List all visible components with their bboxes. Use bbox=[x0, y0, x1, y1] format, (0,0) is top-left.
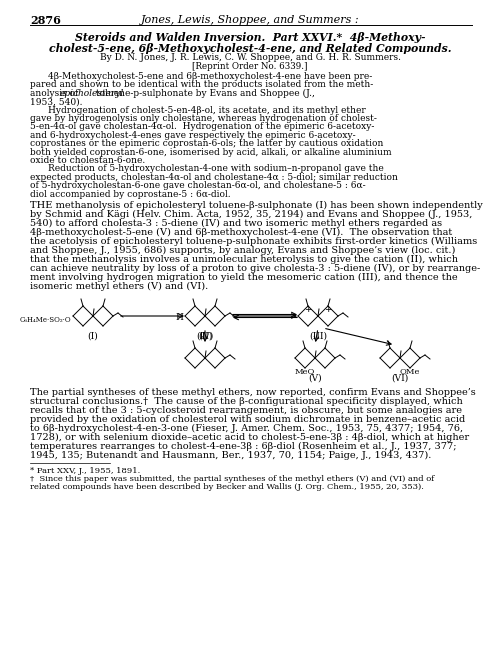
Text: toluene-p-sulphonate by Evans and Shoppee (J.,: toluene-p-sulphonate by Evans and Shoppe… bbox=[94, 89, 315, 98]
Text: THE methanolysis of epicholesteryl toluene-β-sulphonate (I) has been shown indep: THE methanolysis of epicholesteryl tolue… bbox=[30, 201, 483, 210]
Text: 540) to afford cholesta-3 : 5-diene (IV) and two isomeric methyl ethers regarded: 540) to afford cholesta-3 : 5-diene (IV)… bbox=[30, 219, 442, 228]
Text: (VI): (VI) bbox=[392, 374, 408, 383]
Text: Steroids and Walden Inversion.  Part XXVI.*  4β-Methoxy-: Steroids and Walden Inversion. Part XXVI… bbox=[75, 32, 425, 43]
Text: ment involving hydrogen migration to yield the mesomeric cation (III), and thenc: ment involving hydrogen migration to yie… bbox=[30, 273, 458, 282]
Text: expected products, cholestan-4α-ol and cholestane-4α : 5-diol; similar reduction: expected products, cholestan-4α-ol and c… bbox=[30, 173, 398, 182]
Text: related compounds have been described by Becker and Wallis (J. Org. Chem., 1955,: related compounds have been described by… bbox=[30, 483, 424, 491]
Text: oxide to cholestan-6-one.: oxide to cholestan-6-one. bbox=[30, 156, 145, 165]
Text: 1953, 540).: 1953, 540). bbox=[30, 97, 82, 106]
Text: and 6-hydroxycholest-4-enes gave respectively the epimeric 6-acetoxy-: and 6-hydroxycholest-4-enes gave respect… bbox=[30, 131, 356, 140]
Text: (I): (I) bbox=[88, 332, 99, 341]
Text: recalls that of the 3 : 5-cyclosteroid rearrangement, is obscure, but some analo: recalls that of the 3 : 5-cyclosteroid r… bbox=[30, 406, 462, 415]
Text: MeO: MeO bbox=[295, 368, 315, 376]
Text: 1728), or with selenium dioxide–acetic acid to cholest-5-ene-3β : 4β-diol, which: 1728), or with selenium dioxide–acetic a… bbox=[30, 433, 469, 442]
Text: 5-en-4α-ol gave cholestan-4α-ol.  Hydrogenation of the epimeric 6-acetoxy-: 5-en-4α-ol gave cholestan-4α-ol. Hydroge… bbox=[30, 122, 374, 132]
Text: and Shoppee, J., 1955, 686) supports, by analogy, Evans and Shoppee’s view (loc.: and Shoppee, J., 1955, 686) supports, by… bbox=[30, 246, 456, 255]
Text: can achieve neutrality by loss of a proton to give cholesta-3 : 5-diene (IV), or: can achieve neutrality by loss of a prot… bbox=[30, 264, 480, 273]
Text: gave by hydrogenolysis only cholestane, whereas hydrogenation of cholest-: gave by hydrogenolysis only cholestane, … bbox=[30, 114, 377, 123]
Text: †  Since this paper was submitted, the partial syntheses of the methyl ethers (V: † Since this paper was submitted, the pa… bbox=[30, 475, 434, 483]
Text: Jones, Lewis, Shoppee, and Summers :: Jones, Lewis, Shoppee, and Summers : bbox=[140, 15, 360, 25]
Text: of 5-hydroxycholestan-6-one gave cholestan-6α-ol, and cholestane-5 : 6α-: of 5-hydroxycholestan-6-one gave cholest… bbox=[30, 181, 366, 190]
Text: the acetolysis of epicholesteryl toluene-p-sulphonate exhibits first-order kinet: the acetolysis of epicholesteryl toluene… bbox=[30, 237, 477, 246]
Text: Hydrogenation of cholest-5-en-4β-ol, its acetate, and its methyl ether: Hydrogenation of cholest-5-en-4β-ol, its… bbox=[48, 105, 366, 115]
Text: both yielded coprostan-6-one, isomerised by acid, alkali, or alkaline aluminium: both yielded coprostan-6-one, isomerised… bbox=[30, 147, 392, 157]
Text: 4β-methoxycholest-5-ene (V) and 6β-methoxycholest-4-ene (VI).  The observation t: 4β-methoxycholest-5-ene (V) and 6β-metho… bbox=[30, 228, 452, 237]
Text: (II): (II) bbox=[198, 332, 212, 341]
Text: (IV): (IV) bbox=[196, 332, 214, 341]
Text: by Schmid and Kägi (Helv. Chim. Acta, 1952, 35, 2194) and Evans and Shoppee (J.,: by Schmid and Kägi (Helv. Chim. Acta, 19… bbox=[30, 210, 472, 219]
Text: coprostanes or the epimeric coprostan-6-ols; the latter by cautious oxidation: coprostanes or the epimeric coprostan-6-… bbox=[30, 140, 384, 148]
Text: (V): (V) bbox=[308, 374, 322, 383]
Text: to 6β-hydroxycholest-4-en-3-one (Fieser, J. Amer. Chem. Soc., 1953, 75, 4377; 19: to 6β-hydroxycholest-4-en-3-one (Fieser,… bbox=[30, 424, 463, 433]
Text: 1945, 135; Butenandt and Hausmann, Ber., 1937, 70, 1154; Paige, J., 1943, 437).: 1945, 135; Butenandt and Hausmann, Ber.,… bbox=[30, 451, 431, 460]
Text: pared and shown to be identical with the products isolated from the meth-: pared and shown to be identical with the… bbox=[30, 81, 373, 89]
Text: that the methanolysis involves a unimolecular heterolysis to give the cation (II: that the methanolysis involves a unimole… bbox=[30, 255, 458, 264]
Text: * Part XXV, J., 1955, 1891.: * Part XXV, J., 1955, 1891. bbox=[30, 467, 140, 475]
Text: temperatures rearranges to cholest-4-ene-3β : 6β-diol (Rosenheim et al., J., 193: temperatures rearranges to cholest-4-ene… bbox=[30, 442, 456, 451]
Text: +: + bbox=[304, 305, 312, 314]
Text: provided by the oxidation of cholesterol with sodium dichromate in benzene–aceti: provided by the oxidation of cholesterol… bbox=[30, 415, 465, 424]
Text: 4β-Methoxycholest-5-ene and 6β-methoxycholest-4-ene have been pre-: 4β-Methoxycholest-5-ene and 6β-methoxych… bbox=[48, 72, 372, 81]
Text: epicholesteryl: epicholesteryl bbox=[59, 89, 124, 98]
Text: diol accompanied by coprostane-5 : 6α-diol.: diol accompanied by coprostane-5 : 6α-di… bbox=[30, 189, 230, 198]
Text: Reduction of 5-hydroxycholestan-4-one with sodium–n-propanol gave the: Reduction of 5-hydroxycholestan-4-one wi… bbox=[48, 164, 384, 174]
Text: 2876: 2876 bbox=[30, 15, 61, 26]
Text: By D. N. Jones, J. R. Lewis, C. W. Shoppee, and G. H. R. Summers.: By D. N. Jones, J. R. Lewis, C. W. Shopp… bbox=[100, 53, 401, 62]
Text: The partial syntheses of these methyl ethers, now reported, confirm Evans and Sh: The partial syntheses of these methyl et… bbox=[30, 388, 476, 397]
Text: cholest-5-ene, 6β-Methoxycholest-4-ene, and Related Compounds.: cholest-5-ene, 6β-Methoxycholest-4-ene, … bbox=[49, 43, 451, 54]
Text: +: + bbox=[324, 305, 332, 314]
Text: [Reprint Order No. 6339.]: [Reprint Order No. 6339.] bbox=[192, 62, 308, 71]
Text: OMe: OMe bbox=[400, 368, 420, 376]
Text: (III): (III) bbox=[309, 332, 327, 341]
Text: H: H bbox=[175, 313, 183, 322]
Text: C₆H₄Me·SO₂·O: C₆H₄Me·SO₂·O bbox=[20, 316, 71, 324]
Text: structural conclusions.†  The cause of the β-configurational specificity display: structural conclusions.† The cause of th… bbox=[30, 397, 463, 406]
Text: anolysis of: anolysis of bbox=[30, 89, 81, 98]
Text: isomeric methyl ethers (V) and (VI).: isomeric methyl ethers (V) and (VI). bbox=[30, 282, 208, 291]
